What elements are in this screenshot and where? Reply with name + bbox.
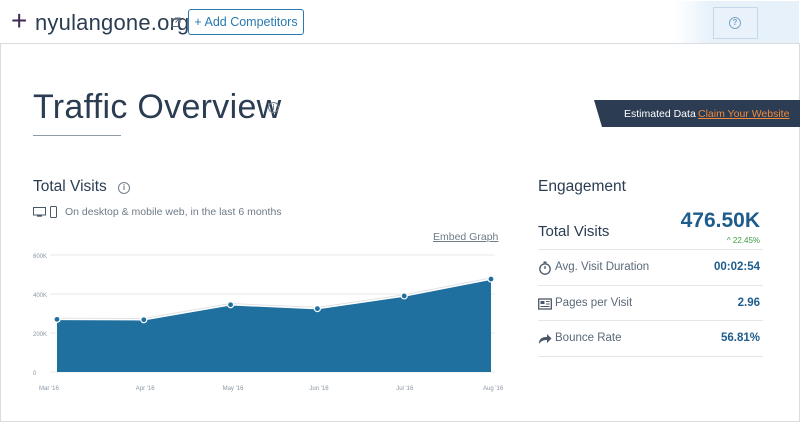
- chart-x-tick-label: Mar '16: [39, 386, 59, 392]
- chart-area-fill: [57, 279, 491, 372]
- chart-series-line: [56, 278, 492, 321]
- chart-x-tick-label: May '16: [223, 386, 244, 392]
- estimated-data-label: Estimated Data: [624, 108, 696, 120]
- domain-name: nyulangone.org: [35, 10, 190, 35]
- chart-point[interactable]: [487, 275, 495, 283]
- chart-y-tick-label: 0: [33, 371, 37, 377]
- chart-series-shadow: [56, 277, 492, 320]
- chart-y-tick-label: 200K: [33, 332, 47, 338]
- chart-point[interactable]: [140, 316, 148, 324]
- visits-change-badge: ^ 22.45%: [726, 236, 760, 245]
- avg-visit-duration-row: Avg. Visit Duration 00:02:54: [538, 249, 763, 285]
- avg-visit-duration-value: 00:02:54: [713, 261, 760, 273]
- engagement-total-visits-value: 476.50K: [680, 209, 760, 232]
- total-visits-subtitle: On desktop & mobile web, in the last 6 m…: [65, 206, 282, 218]
- pages-per-visit-value: 2.96: [737, 297, 760, 309]
- chart-y-tick-label: 400K: [33, 293, 47, 299]
- pages-per-visit-row: Pages per Visit 2.96: [538, 285, 763, 321]
- bounce-arrow-icon: [539, 334, 552, 344]
- chart-x-tick-label: Aug '16: [483, 386, 504, 392]
- page-title: Traffic Overview: [33, 88, 282, 126]
- top-bar: + nyulangone.org + Add Competitors ?: [0, 0, 800, 44]
- chart-x-tick-label: Apr '16: [136, 386, 155, 392]
- total-visits-title: Total Visits: [33, 178, 107, 195]
- embed-graph-link[interactable]: Embed Graph: [433, 231, 499, 243]
- question-icon: ?: [729, 17, 741, 29]
- engagement-bottom-divider: [538, 356, 763, 357]
- info-icon[interactable]: i: [268, 102, 279, 113]
- help-button[interactable]: ?: [713, 7, 758, 39]
- total-visits-chart: 0 200K 400K 600K Mar '16 Apr '16 May '16 Jun '1…: [33, 254, 504, 392]
- engagement-title: Engagement: [538, 178, 626, 195]
- chart-point[interactable]: [400, 292, 408, 300]
- chart-x-tick-label: Jul '16: [396, 386, 414, 392]
- avg-visit-duration-label: Avg. Visit Duration: [555, 261, 650, 273]
- desktop-icon: [33, 207, 46, 217]
- total-visits-info-icon[interactable]: i: [118, 182, 130, 194]
- title-underline: [33, 135, 121, 136]
- chart-point[interactable]: [313, 305, 321, 313]
- bounce-rate-value: 56.81%: [720, 332, 760, 344]
- engagement-total-visits-label: Total Visits: [538, 223, 610, 240]
- claim-website-link[interactable]: Claim Your Website: [698, 108, 790, 120]
- add-competitors-button[interactable]: + Add Competitors: [188, 9, 304, 35]
- plus-icon[interactable]: +: [11, 5, 28, 36]
- pages-icon: [538, 298, 552, 310]
- mobile-icon: [50, 206, 57, 218]
- bounce-rate-label: Bounce Rate: [555, 332, 622, 344]
- stopwatch-icon: [539, 261, 551, 275]
- chart-y-tick-label: 600K: [33, 254, 47, 260]
- bounce-rate-row: Bounce Rate 56.81%: [538, 320, 763, 356]
- chart-point[interactable]: [53, 315, 61, 323]
- chart-x-tick-label: Jun '16: [309, 386, 329, 392]
- chart-point[interactable]: [227, 301, 235, 309]
- external-link-icon[interactable]: [171, 17, 181, 27]
- estimated-data-banner: Estimated Data Claim Your Website: [594, 100, 800, 127]
- pages-per-visit-label: Pages per Visit: [555, 297, 633, 309]
